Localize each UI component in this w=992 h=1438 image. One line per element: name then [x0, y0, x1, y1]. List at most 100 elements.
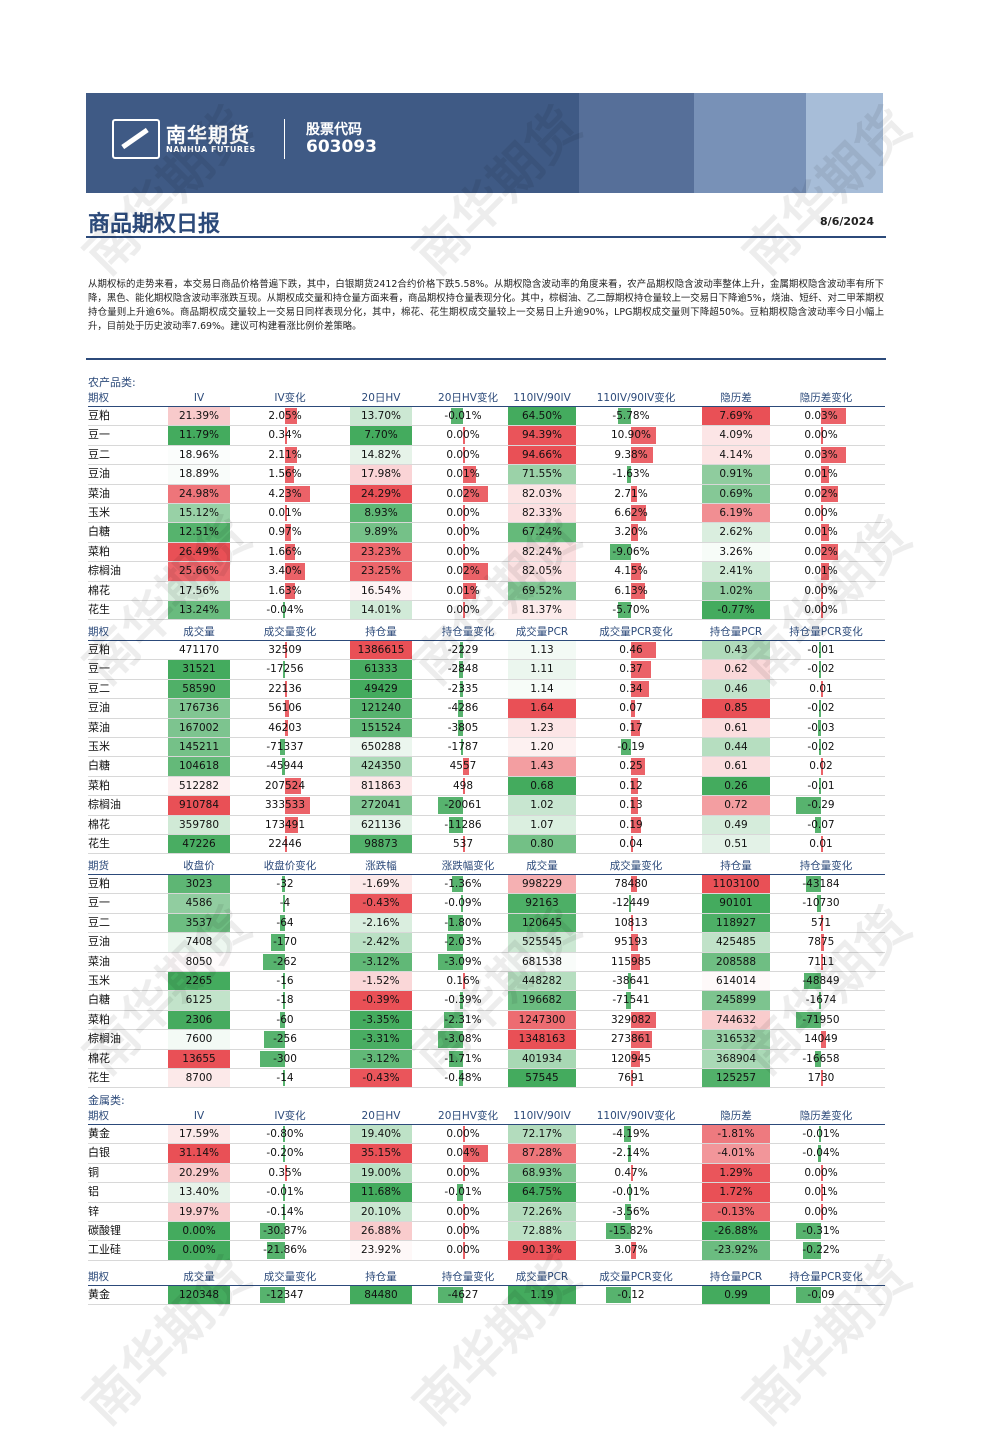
cell-text: 0.00% [446, 545, 480, 558]
table-cell: -4627 [438, 1286, 488, 1304]
data-bar [631, 758, 645, 775]
cell-text: 8050 [185, 955, 213, 968]
cell-text: 621136 [360, 818, 402, 831]
column-header: 持仓量变化 [799, 860, 853, 872]
table-cell: 0.72 [702, 796, 770, 815]
data-bar [463, 1164, 465, 1182]
cell-text: 67.24% [521, 526, 563, 539]
row-label: 菜粕 [88, 543, 158, 561]
table-cell: -0.07 [796, 816, 846, 834]
watermark: 南华期货 [733, 1246, 923, 1437]
cell-text: 57545 [525, 1071, 559, 1084]
data-bar [606, 1287, 631, 1304]
cell-text: 0.00% [446, 526, 480, 539]
cell-text: -0.02 [807, 740, 835, 753]
cell-text: -0.14% [266, 1205, 304, 1218]
table-cell: 0.02% [796, 543, 846, 561]
cell-text: 豆一 [88, 428, 110, 442]
table-cell: 2306 [168, 1010, 230, 1030]
column-header: 110IV/90IV [513, 392, 571, 404]
column-header: 20日HV [361, 1110, 401, 1122]
table-cell: 0.61 [702, 757, 770, 776]
cell-text: 豆二 [88, 447, 110, 461]
row-label: 豆油 [88, 933, 158, 951]
table-cell: 20.29% [168, 1163, 230, 1183]
cell-text: 3.20% [614, 526, 648, 539]
cell-text: 棕榈油 [88, 1032, 121, 1046]
cell-text: -9.06% [612, 545, 650, 558]
data-bar [821, 543, 838, 561]
cell-text: 20.29% [178, 1166, 220, 1179]
cell-text: 0.37 [619, 663, 643, 676]
table-cell: 525545 [508, 933, 576, 952]
table-row: 菜油 24.98% 4.23% 24.29% 0.02% 82.03% 2.71% 0.69%… [88, 484, 885, 504]
cell-text: -1.80% [444, 916, 482, 929]
data-bar [260, 1222, 285, 1240]
cell-text: 4586 [185, 897, 213, 910]
data-bar [821, 1184, 823, 1201]
table-cell: 0.35% [260, 1164, 310, 1182]
table-cell: 0.85 [702, 699, 770, 718]
table-row: 棉花 13655 -300 -3.12% -1.71% 401934 120945 36890… [88, 1049, 885, 1069]
cell-text: 豆一 [88, 662, 110, 676]
table-cell: 537 [438, 835, 488, 853]
cell-text: 1730 [807, 1071, 835, 1084]
stock-code-value: 603093 [306, 137, 377, 157]
cell-text: 272041 [360, 799, 402, 812]
table-row: 白糖 12.51% 0.97% 9.89% 0.00% 67.24% 3.20% 2.62% 0… [88, 523, 885, 543]
cell-text: 0.68 [530, 779, 554, 792]
cell-text: -1787 [447, 740, 479, 753]
table-cell: 20.10% [350, 1202, 412, 1221]
table-cell: -0.04% [796, 1144, 846, 1162]
table-cell: -2335 [438, 680, 488, 698]
cell-text: 0.44 [724, 740, 748, 753]
cell-text: -300 [273, 1052, 297, 1065]
table-cell: 15.12% [168, 503, 230, 523]
table-row: 棉花 359780 173491 621136 -11286 1.07 0.19 0.49 -0… [88, 815, 885, 835]
cell-text: 0.04% [446, 1147, 480, 1160]
table-cell: -1.52% [350, 971, 412, 991]
cell-text: -1.63% [612, 468, 650, 481]
table-cell: 18.96% [168, 446, 230, 464]
row-label: 豆一 [88, 894, 158, 912]
cell-text: 0.07 [619, 702, 643, 715]
cell-text: 72.88% [521, 1224, 563, 1237]
table-cell: 0.00% [796, 1203, 846, 1221]
table-cell: 61333 [350, 660, 412, 679]
cell-text: 豆粕 [88, 877, 110, 890]
data-bar [285, 427, 287, 444]
table-cell: -0.09 [796, 1286, 846, 1304]
cell-text: -0.01% [802, 1128, 840, 1140]
cell-text: 94.66% [521, 448, 563, 461]
data-bar [819, 777, 821, 795]
table-cell: 46203 [260, 719, 310, 737]
table-row: 豆粕 3023 -32 -1.69% -1.36% 998229 78480 1103100 -… [88, 875, 885, 895]
cell-text: 7875 [807, 936, 835, 949]
table-cell: 0.25 [606, 757, 656, 775]
cell-text: -30.87% [263, 1224, 307, 1237]
table-cell: 0.04 [606, 835, 656, 853]
table-cell: -3.09% [438, 953, 488, 971]
table-cell: 0.00% [168, 1241, 230, 1260]
cell-text: -5.78% [612, 410, 650, 422]
data-bar [631, 816, 642, 833]
section-title: 金属类: [88, 1094, 125, 1107]
row-label: 棕榈油 [88, 1030, 158, 1048]
cell-text: -4.01% [717, 1147, 755, 1160]
table-cell: -16658 [796, 1050, 846, 1068]
table-cell: 4.15% [606, 562, 656, 580]
column-header: 20日HV变化 [438, 392, 498, 404]
data-bar [463, 582, 476, 599]
cell-text: 豆二 [88, 681, 110, 695]
table-cell: 56106 [260, 699, 310, 717]
data-bar [457, 700, 463, 717]
cell-text: 4557 [449, 760, 477, 773]
data-bar [461, 895, 463, 912]
cell-text: -2.14% [612, 1147, 650, 1160]
logo-cn: 南华期货 [166, 123, 250, 147]
table-row: 豆一 4586 -4 -0.43% -0.09% 92163 -12449 90101 -107… [88, 894, 885, 914]
table-cell: 0.00% [438, 601, 488, 619]
cell-text: 0.46 [619, 644, 643, 656]
cell-text: 0.01% [804, 1186, 838, 1199]
cell-text: 0.80 [530, 837, 554, 850]
